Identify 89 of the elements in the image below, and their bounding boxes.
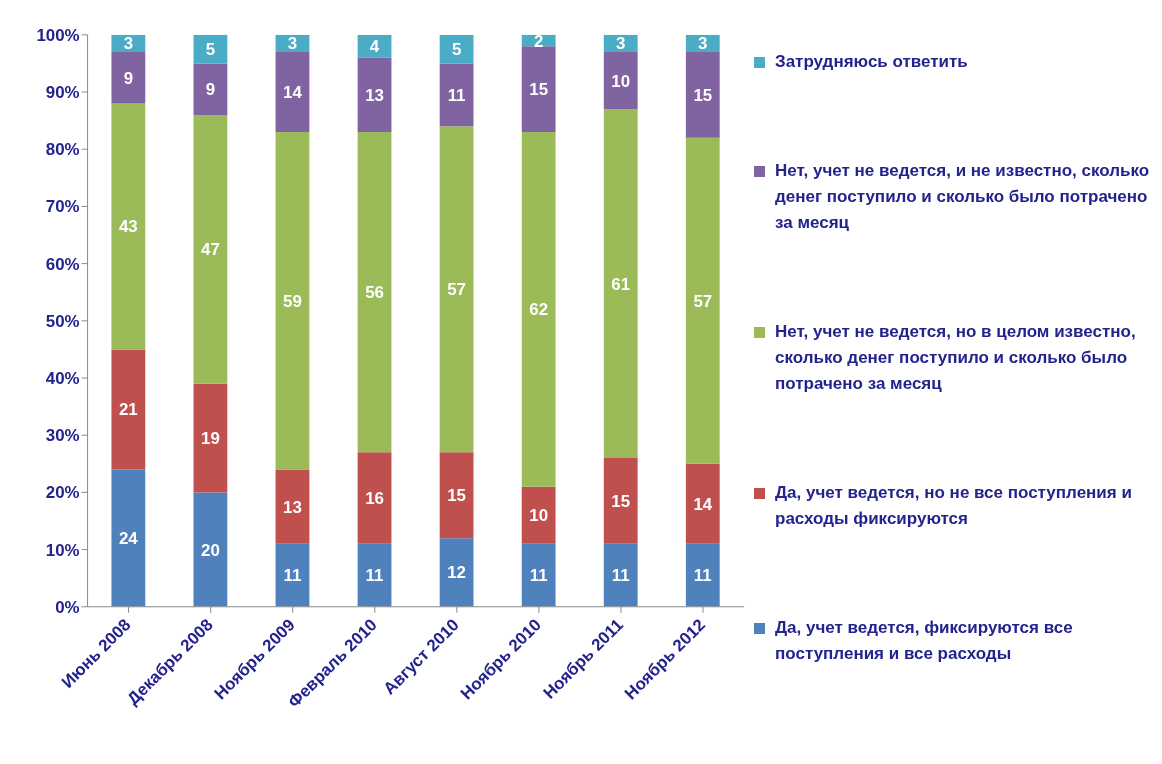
y-tick-label: 30% [45,426,80,446]
bar [275,469,310,544]
data-label: 14 [283,83,303,103]
data-label: 15 [611,491,631,511]
data-label: 5 [205,40,216,60]
data-label: 11 [283,566,302,586]
data-label: 15 [447,486,466,506]
data-label: 16 [365,489,384,509]
bar [439,126,474,453]
bar [439,63,474,127]
bar [111,52,146,104]
bar [685,543,720,607]
bar [685,52,720,138]
data-label: 19 [201,429,220,449]
data-label: 11 [529,566,548,586]
data-label: 61 [611,274,631,294]
data-label: 47 [201,240,220,260]
data-label: 4 [369,37,380,57]
data-label: 3 [616,34,626,54]
data-label: 11 [693,566,712,586]
y-tick-label: 0% [55,597,80,617]
data-label: 3 [698,34,708,54]
y-tick-label: 10% [45,540,80,560]
bar [521,543,556,607]
data-label: 11 [611,566,630,586]
bar [521,132,556,487]
data-label: 10 [529,506,549,526]
data-label: 9 [205,80,216,100]
data-label: 9 [123,68,134,88]
bar [357,132,392,453]
y-tick-label: 60% [45,254,80,274]
data-label: 13 [365,85,384,105]
bar [111,349,146,470]
bar [603,109,638,459]
bar [193,383,228,493]
bar [603,52,638,110]
data-label: 43 [118,217,138,237]
data-label: 57 [693,291,713,311]
bar [193,114,228,384]
y-tick-label: 90% [45,83,80,103]
data-label: 11 [365,566,384,586]
data-label: 62 [529,300,549,320]
data-label: 14 [693,494,713,514]
data-label: 21 [118,400,138,420]
y-tick-label: 80% [45,140,80,160]
bar [275,132,310,470]
bar [685,137,720,464]
legend-label: Да, учет ведется, но не все поступления и расходы фиксируются [775,481,1133,530]
bar [193,63,228,115]
y-tick-label: 100% [36,25,80,45]
data-label: 2 [533,31,544,51]
legend-label: Затрудняюсь ответить [775,51,969,74]
bar [275,543,310,607]
data-label: 15 [693,85,713,105]
data-label: 3 [287,34,298,54]
bar [439,34,474,64]
bar [111,469,146,607]
data-label: 20 [201,540,220,560]
bar [603,458,638,544]
legend-label: Да, учет ведется, фиксируются все поступления и все расходы [775,616,1074,665]
y-tick-label: 70% [45,197,80,217]
y-tick-label: 50% [45,311,80,331]
data-label: 11 [447,85,466,105]
bar [111,103,146,350]
bar [275,52,310,133]
y-tick-label: 20% [45,483,80,503]
data-label: 10 [611,71,631,91]
bar [439,452,474,539]
bar [685,463,720,544]
data-label: 56 [365,283,384,303]
data-label: 13 [283,497,302,517]
y-tick-label: 40% [45,369,80,388]
data-label: 5 [451,40,462,60]
bar [357,452,392,544]
data-label: 57 [447,280,466,300]
legend-label: Нет, учет не ведется, но в целом известно, сколько денег поступило и сколько было потрачено за месяц [775,321,1137,395]
bar [439,538,474,607]
bar [193,492,228,607]
bar [521,486,556,544]
data-label: 59 [283,291,302,311]
legend-label: Нет, учет не ведется, и не известно, сколько денег поступило и сколько было потрачено за месяц [775,160,1151,235]
bar [521,46,556,133]
data-label: 3 [123,34,134,54]
data-label: 12 [447,563,466,583]
bar [357,57,392,133]
bar [357,543,392,607]
bar [603,543,638,607]
data-label: 24 [118,529,139,549]
data-label: 15 [529,80,549,100]
